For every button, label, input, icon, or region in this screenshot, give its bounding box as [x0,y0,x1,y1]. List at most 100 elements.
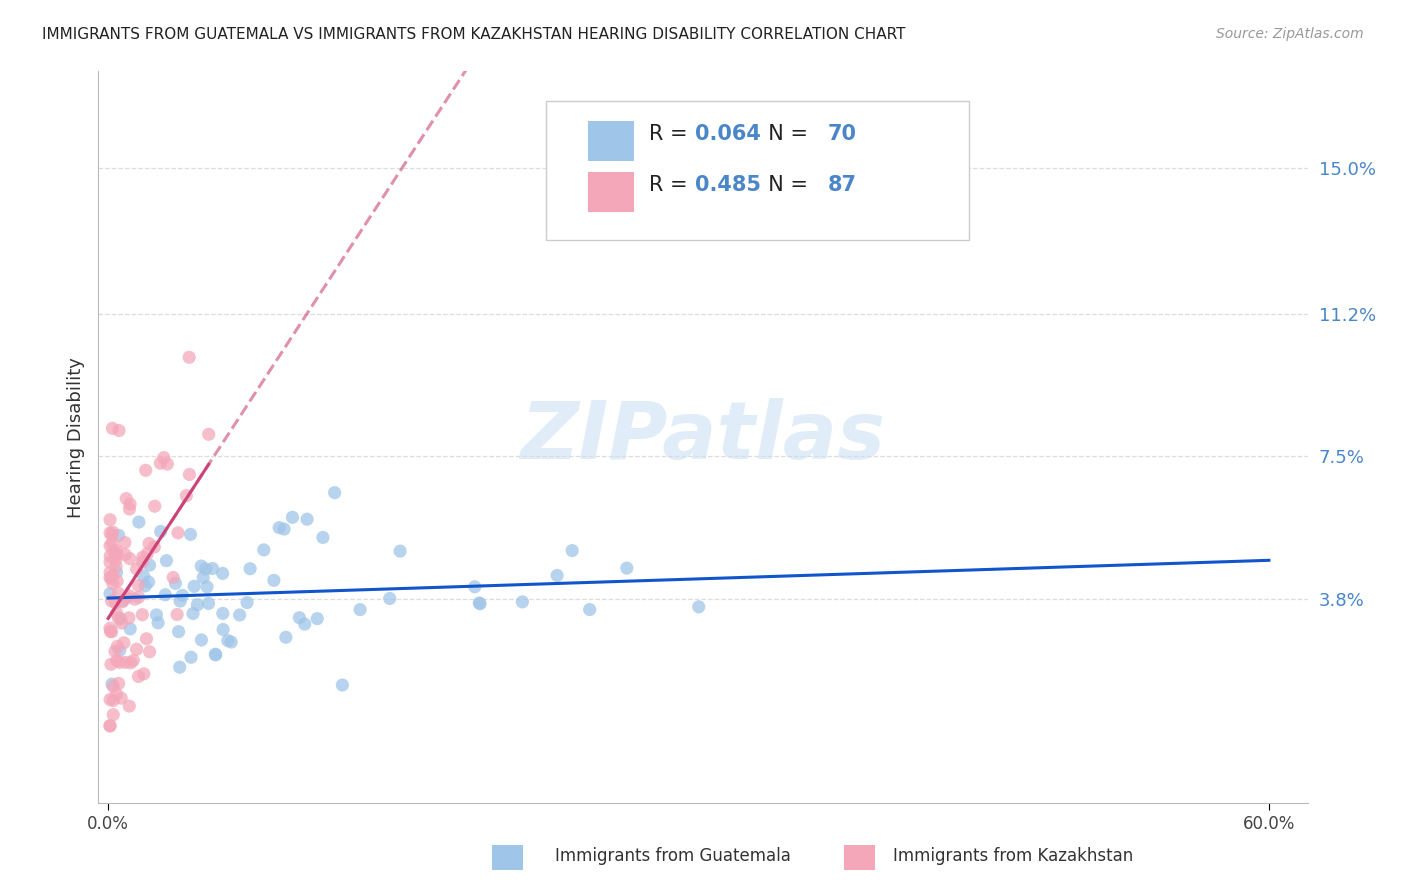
Point [312,531,335,545]
Point [114,535,136,549]
Point [104,644,127,658]
Point [149,456,172,470]
Point [115,491,138,506]
Point [204,648,226,662]
Point [166,607,188,622]
Point [108,643,131,657]
Point [183,579,205,593]
Point [108,424,131,438]
Text: ZIPatlas: ZIPatlas [520,398,886,476]
Point [122,653,145,667]
Point [307,612,329,626]
Point [136,547,159,561]
Text: 0.485: 0.485 [695,175,761,194]
Point [228,607,250,622]
Point [294,617,316,632]
Point [100,571,122,585]
Point [98,719,121,733]
Point [100,624,122,639]
Point [98,692,121,706]
Point [169,594,191,608]
Point [167,525,190,540]
Point [512,595,534,609]
Point [131,555,153,569]
Point [105,687,128,701]
Point [145,607,167,622]
Point [101,528,124,542]
Point [98,555,121,569]
Point [219,635,242,649]
Text: N =: N = [755,175,814,194]
Point [169,660,191,674]
Point [616,561,638,575]
Point [236,595,259,609]
Point [118,699,141,714]
Point [211,607,233,621]
Point [107,611,129,625]
Point [546,568,568,582]
Point [128,515,150,529]
Point [98,621,121,635]
Point [138,574,160,589]
Point [120,656,142,670]
Point [167,624,190,639]
Point [105,574,128,589]
Point [98,539,121,553]
Point [105,547,128,561]
Point [98,513,121,527]
Point [114,548,136,562]
Point [180,650,202,665]
Point [111,595,134,609]
Point [107,528,129,542]
Point [98,549,121,563]
Point [98,571,121,585]
Point [468,596,491,610]
Point [349,602,371,616]
Point [105,566,128,580]
Point [239,562,262,576]
Point [100,624,122,639]
Point [688,599,710,614]
Point [138,536,160,550]
Point [107,586,129,600]
Point [110,612,132,626]
Point [193,570,215,584]
Point [179,351,201,365]
Point [281,510,304,524]
Point [101,677,124,691]
Point [118,502,141,516]
Point [378,591,401,606]
Point [578,602,600,616]
Point [143,540,166,554]
Point [127,578,149,592]
Point [288,610,311,624]
Point [204,647,226,661]
Point [98,586,121,600]
Point [110,691,132,706]
Text: 87: 87 [828,175,856,194]
Point [194,562,217,576]
Text: Immigrants from Kazakhstan: Immigrants from Kazakhstan [872,847,1133,865]
Point [131,607,153,622]
Point [138,558,160,572]
Point [128,591,150,605]
Point [201,561,224,575]
Point [332,678,354,692]
Point [165,576,187,591]
Point [105,560,128,574]
Point [186,598,208,612]
Text: R =: R = [648,123,693,144]
Point [112,593,135,607]
Text: 70: 70 [828,123,856,144]
Point [132,550,155,565]
Point [105,607,128,621]
Text: N =: N = [755,123,814,144]
Point [118,589,141,603]
Point [197,427,219,442]
Point [135,632,157,646]
Point [217,633,239,648]
Point [132,569,155,583]
Point [124,592,146,607]
Point [172,589,194,603]
Point [181,607,204,621]
